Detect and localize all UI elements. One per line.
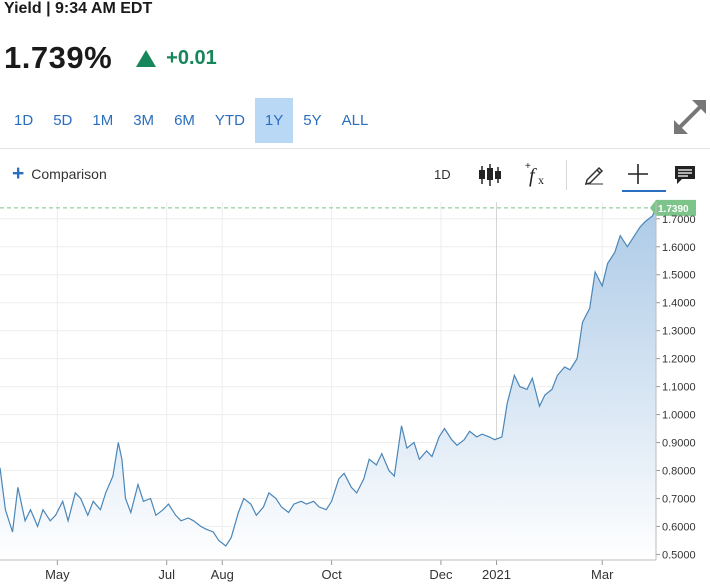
range-all[interactable]: ALL bbox=[341, 112, 369, 129]
price-change: +0.01 bbox=[166, 46, 217, 69]
y-tick-label: 0.5000 bbox=[662, 549, 696, 561]
yield-chart[interactable]: 1.7390 0.5000 0.6000 0.7000 0.8000 0.9000 1.0… bbox=[0, 196, 710, 586]
range-1m[interactable]: 1M bbox=[92, 112, 114, 129]
y-tick-label: 1.5000 bbox=[662, 270, 696, 282]
range-5d[interactable]: 5D bbox=[53, 112, 73, 129]
x-tick-label: 2021 bbox=[482, 567, 511, 582]
y-tick-label: 1.2000 bbox=[662, 354, 696, 366]
svg-text:+: + bbox=[525, 161, 531, 172]
active-tool-indicator bbox=[622, 190, 666, 192]
function-icon[interactable]: + f x bbox=[524, 160, 550, 188]
comment-icon[interactable] bbox=[674, 165, 696, 185]
comparison-button[interactable]: + Comparison bbox=[12, 162, 107, 185]
y-tick-label: 1.4000 bbox=[662, 298, 696, 310]
last-price-badge-label: 1.7390 bbox=[658, 204, 689, 215]
y-tick-label: 0.8000 bbox=[662, 466, 696, 478]
chart-toolbar: + Comparison 1D + f x bbox=[0, 158, 710, 192]
interval-selector[interactable]: 1D bbox=[434, 167, 451, 182]
y-tick-label: 0.9000 bbox=[662, 438, 696, 450]
toolbar-divider bbox=[566, 160, 567, 190]
quote-title: Yield | 9:34 AM EDT bbox=[4, 0, 153, 17]
y-tick-label: 0.6000 bbox=[662, 521, 696, 533]
price-area bbox=[0, 207, 656, 560]
range-ytd[interactable]: YTD bbox=[214, 112, 245, 129]
comparison-label: Comparison bbox=[31, 166, 107, 182]
crosshair-icon[interactable] bbox=[627, 163, 649, 185]
last-price-badge: 1.7390 bbox=[650, 199, 696, 216]
x-tick-label: Dec bbox=[429, 567, 453, 582]
range-5y[interactable]: 5Y bbox=[303, 112, 322, 129]
up-arrow-icon bbox=[136, 49, 157, 67]
y-tick-label: 1.0000 bbox=[662, 410, 696, 422]
y-tick-label: 1.1000 bbox=[662, 382, 696, 394]
plus-icon: + bbox=[12, 162, 25, 185]
x-tick-label: Jul bbox=[158, 567, 175, 582]
price-row: 1.739% +0.01 bbox=[4, 38, 217, 78]
range-selector: 1D 5D 1M 3M 6M YTD 1Y 5Y ALL bbox=[4, 98, 378, 143]
range-6m[interactable]: 6M bbox=[174, 112, 195, 129]
y-axis: 0.5000 0.6000 0.7000 0.8000 0.9000 1.0000 1.10… bbox=[655, 202, 696, 561]
x-tick-label: Mar bbox=[591, 567, 614, 582]
x-tick-label: Oct bbox=[321, 567, 342, 582]
range-3m[interactable]: 3M bbox=[133, 112, 155, 129]
range-1d[interactable]: 1D bbox=[14, 112, 34, 129]
svg-text:f: f bbox=[529, 165, 537, 187]
expand-icon[interactable] bbox=[670, 94, 710, 138]
pencil-icon[interactable] bbox=[583, 163, 605, 185]
header-divider bbox=[0, 148, 710, 149]
price-line bbox=[0, 207, 657, 547]
x-tick-label: Aug bbox=[211, 567, 234, 582]
y-tick-label: 1.7000 bbox=[662, 214, 696, 226]
y-tick-label: 0.7000 bbox=[662, 493, 696, 505]
candlestick-icon[interactable] bbox=[478, 164, 502, 186]
svg-text:x: x bbox=[538, 173, 544, 187]
range-1y[interactable]: 1Y bbox=[254, 98, 294, 143]
x-axis: May Jul Aug Oct Dec 2021 Mar bbox=[0, 559, 656, 582]
x-tick-label: May bbox=[45, 567, 70, 582]
last-price: 1.739% bbox=[4, 40, 113, 75]
y-tick-label: 1.6000 bbox=[662, 242, 696, 254]
y-tick-label: 1.3000 bbox=[662, 326, 696, 338]
